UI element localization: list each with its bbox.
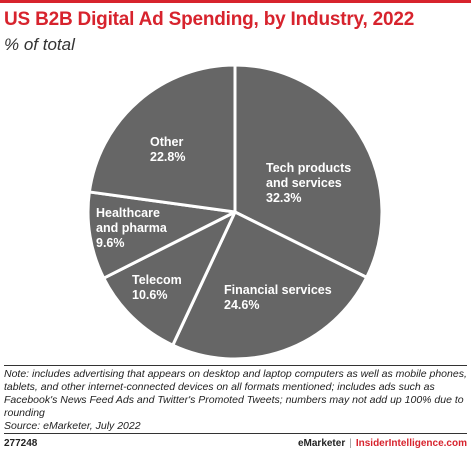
slice-label: Other 22.8% xyxy=(150,135,185,164)
pie-chart: Tech products and services 32.3% Financial … xyxy=(86,63,384,361)
source-text: Source: eMarketer, July 2022 xyxy=(4,420,141,432)
chart-id: 277248 xyxy=(4,438,38,449)
pie-slice xyxy=(86,190,237,280)
slice-label: Healthcare and pharma 9.6% xyxy=(96,206,168,250)
notes-divider xyxy=(4,365,467,366)
pie-slice xyxy=(87,63,237,214)
site-link[interactable]: InsiderIntelligence.com xyxy=(355,438,467,449)
brand-separator: | xyxy=(349,438,352,449)
chart-title: US B2B Digital Ad Spending, by Industry,… xyxy=(4,9,415,30)
slice-label: Financial services 24.6% xyxy=(224,283,332,312)
pie-slice xyxy=(233,63,384,279)
slice-label: Telecom 10.6% xyxy=(132,273,182,302)
footer-brand: eMarketer | InsiderIntelligence.com xyxy=(298,438,467,449)
pie-slice xyxy=(171,210,369,361)
chart-subtitle: % of total xyxy=(4,35,75,54)
chart-notes: Note: includes advertising that appears … xyxy=(4,368,469,433)
pie-slice xyxy=(102,210,237,347)
note-text: Note: includes advertising that appears … xyxy=(4,368,467,419)
slice-label: Tech products and services 32.3% xyxy=(266,161,351,205)
footer-divider xyxy=(4,433,467,434)
top-accent-bar xyxy=(0,0,471,3)
brand-name: eMarketer xyxy=(297,438,346,449)
